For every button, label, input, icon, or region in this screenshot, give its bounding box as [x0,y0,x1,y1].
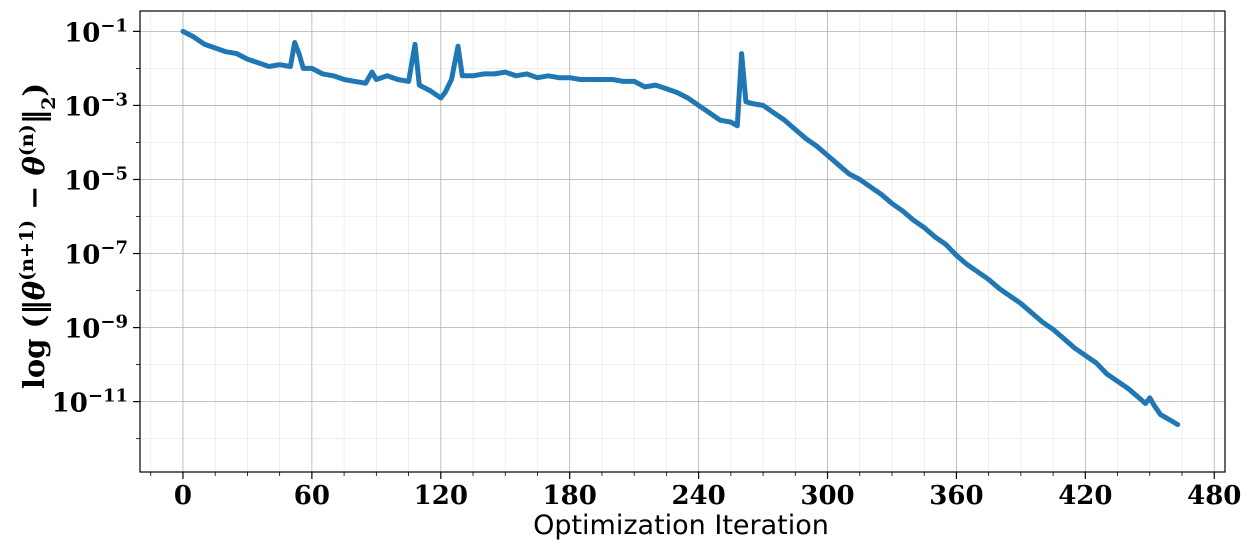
x-tick-label: 0 [174,481,192,511]
x-tick-label: 480 [1187,481,1241,511]
x-tick-labels: 0 60 120 180 240 300 360 420 480 [174,481,1241,511]
y-tick-label: 10−5 [64,163,128,197]
x-tick-label: 420 [1058,481,1112,511]
y-axis-label: log (‖θ(n+1) − θ(n)‖2) [16,83,60,389]
y-tick-label: 10−7 [64,237,128,271]
y-tick-label: 10−9 [64,311,128,345]
y-tick-label: 10−1 [64,15,128,49]
x-tick-label: 360 [929,481,983,511]
series-layer [180,28,1181,428]
major-gridlines [140,11,1225,472]
x-tick-label: 300 [800,481,854,511]
minor-gridlines-y [140,68,1225,439]
x-tick-label: 60 [294,481,330,511]
axis-ticks [133,30,1215,479]
x-tick-label: 240 [671,481,725,511]
x-axis-label: Optimization Iteration [533,510,829,541]
svg-text:log (‖θ(n+1) − θ(n)‖2): log (‖θ(n+1) − θ(n)‖2) [16,83,60,389]
y-tick-label: 10−3 [64,89,128,123]
minor-gridlines-x [150,11,1183,472]
x-tick-label: 180 [543,481,597,511]
y-tick-labels: 10−1 10−3 10−5 10−7 10−9 10−11 [52,15,128,419]
plot-area-frame [139,10,1226,473]
series-line [180,28,1181,428]
x-tick-label: 120 [414,481,468,511]
y-tick-label: 10−11 [52,385,128,419]
